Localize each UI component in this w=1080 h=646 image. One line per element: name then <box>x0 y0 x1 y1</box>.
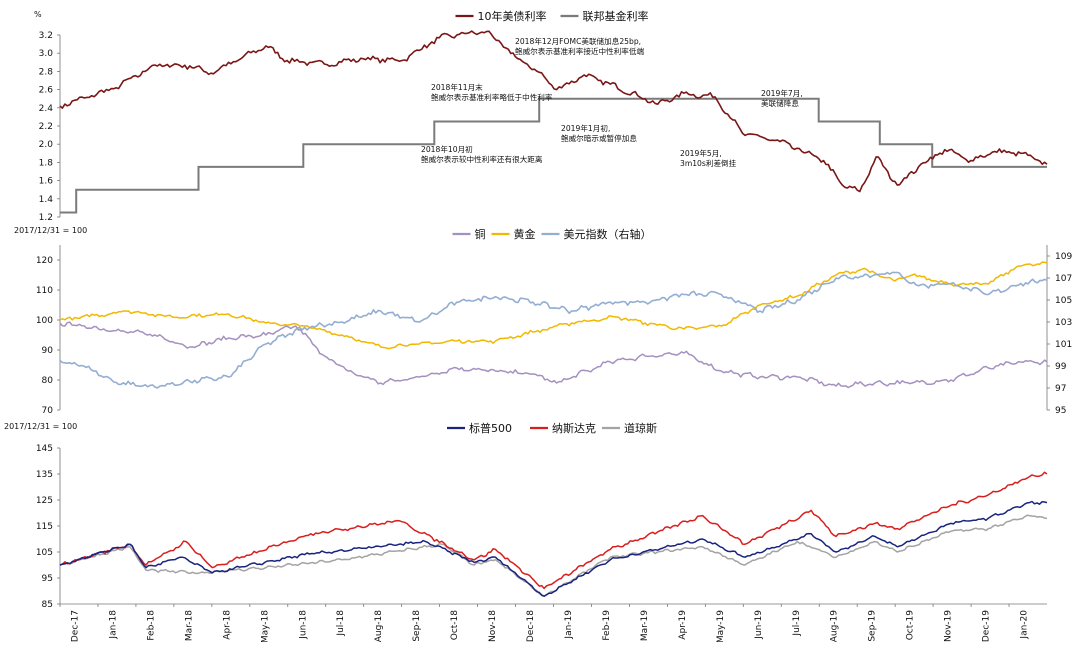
commodities-y2-tick-label: 107 <box>1055 274 1072 284</box>
x-tick-label: Jul-18 <box>336 610 346 637</box>
copper-series-line <box>59 321 1048 389</box>
rates-y-tick-label: 2.4 <box>39 104 54 114</box>
x-tick-label: Jun-19 <box>754 610 764 640</box>
commodities-y2-tick-label: 99 <box>1055 362 1067 372</box>
rates-annotation-3: 鲍威尔表示较中性利率还有很大距离 <box>421 154 543 164</box>
commodities-y2-tick-label: 103 <box>1055 318 1072 328</box>
x-tick-label: Sep-18 <box>412 610 422 642</box>
rates-y-tick-label: 2.6 <box>39 86 54 96</box>
x-tick-label: Oct-18 <box>450 610 460 641</box>
commodities-y-tick-label: 90 <box>42 346 54 356</box>
rates-annotation-6: 2019年7月, <box>761 88 803 98</box>
fedfunds-series-line <box>60 97 1047 214</box>
panel-equities: 2017/12/31 = 100 85 95 105 115 125 135 145 标普500… <box>4 421 1048 610</box>
x-tick-label: Dec-19 <box>982 610 992 642</box>
rates-y-tick-label: 3.0 <box>39 49 54 59</box>
rates-annotation-2: 2018年11月末 <box>431 82 483 92</box>
rates-unit-label: % <box>34 10 42 19</box>
rates-annotation-1: 2018年12月FOMC美联储加息25bp, <box>515 36 641 46</box>
rates-y-tick-label: 1.6 <box>39 177 54 187</box>
equities-y-tick-label: 125 <box>36 496 53 506</box>
x-tick-label: Aug-19 <box>830 610 840 642</box>
x-tick-label: Apr-18 <box>222 610 232 640</box>
x-tick-label: Mar-18 <box>184 610 194 641</box>
commodities-y-tick-label: 120 <box>36 256 53 266</box>
equities-legend-label: 道琼斯 <box>624 421 657 435</box>
equities-y-tick-label: 135 <box>36 470 53 480</box>
gold-series-line <box>59 261 1048 350</box>
commodities-y2-tick-label: 105 <box>1055 296 1072 306</box>
rates-annotation-4: 2019年1月初, <box>561 123 610 133</box>
x-tick-label: Aug-18 <box>374 610 384 642</box>
equities-y-tick-label: 115 <box>36 522 53 532</box>
rates-annotation-1: 鲍威尔表示基准利率接近中性利率低端 <box>515 46 644 56</box>
rates-annotation-6: 美联储降息 <box>761 98 799 108</box>
equities-y-tick-label: 95 <box>42 574 53 584</box>
rates-y-tick-label: 2.8 <box>39 67 54 77</box>
commodities-y-tick-label: 110 <box>36 286 53 296</box>
panel-commodities: 2017/12/31 = 100 70 80 90 100 110 120 95 97 99 101… <box>14 226 1072 416</box>
x-tick-label: May-19 <box>716 610 726 642</box>
nasdaq-series-line <box>59 471 1048 590</box>
rates-y-tick-label: 2.0 <box>39 140 54 150</box>
panel-rates: % 1.2 1.4 1.6 1.8 2.0 2.2 2.4 2.6 2.8 3.0 3.2 10年美债利… <box>34 9 1048 223</box>
commodities-y-tick-label: 100 <box>36 316 53 326</box>
commodities-y2-tick-label: 95 <box>1055 406 1066 416</box>
rates-y-tick-label: 3.2 <box>39 31 53 41</box>
dow-series-line <box>59 514 1048 597</box>
equities-unit-label: 2017/12/31 = 100 <box>4 422 77 431</box>
commodities-y-tick-label: 80 <box>42 376 54 386</box>
rates-y-tick-label: 1.4 <box>39 195 54 205</box>
x-tick-label: Oct-19 <box>906 610 916 641</box>
x-tick-label: Apr-19 <box>678 610 688 640</box>
rates-legend-label: 10年美债利率 <box>478 9 547 23</box>
commodities-y2-tick-label: 101 <box>1055 340 1072 350</box>
x-tick-label: Feb-18 <box>146 610 156 641</box>
x-tick-label: Dec-17 <box>70 610 80 642</box>
rates-y-tick-label: 1.2 <box>39 213 53 223</box>
rates-y-tick-label: 2.2 <box>39 122 53 132</box>
dxy-series-line <box>59 271 1048 389</box>
rates-annotation-4: 鲍威尔暗示或暂停加息 <box>561 133 637 143</box>
x-tick-label: Jul-19 <box>792 610 802 637</box>
equities-legend-label: 标普500 <box>469 421 512 435</box>
commodities-y-tick-label: 70 <box>42 406 54 416</box>
x-tick-label: Dec-18 <box>526 610 536 642</box>
x-tick-label: May-18 <box>260 610 270 642</box>
x-tick-label: Jan-19 <box>564 610 574 640</box>
rates-y-tick-label: 1.8 <box>39 158 54 168</box>
x-tick-label: Mar-19 <box>640 610 650 641</box>
treasury-series-line <box>59 30 1048 193</box>
equities-y-tick-label: 105 <box>36 548 53 558</box>
sp500-series-line <box>59 500 1048 597</box>
equities-y-tick-label: 85 <box>42 600 53 610</box>
rates-legend-label: 联邦基金利率 <box>583 9 649 23</box>
x-tick-label: Nov-19 <box>944 610 954 642</box>
equities-legend-label: 纳斯达克 <box>552 422 596 435</box>
x-tick-label: Jan-20 <box>1020 610 1030 640</box>
x-tick-label: Jan-18 <box>108 610 118 640</box>
rates-annotation-5: 2019年5月, <box>680 148 722 158</box>
x-axis: Dec-17 Jan-18 Feb-18 Mar-18 Apr-18 May-18 Jun-… <box>59 603 1047 643</box>
x-tick-label: Feb-19 <box>602 610 612 641</box>
commodities-unit-label: 2017/12/31 = 100 <box>14 226 87 235</box>
rates-annotation-2: 鲍威尔表示基准利率略低于中性利率 <box>431 92 553 102</box>
commodities-legend-label: 铜 <box>475 227 486 241</box>
x-tick-label: Sep-19 <box>868 610 878 642</box>
commodities-y2-tick-label: 97 <box>1055 384 1066 394</box>
commodities-y2-tick-label: 109 <box>1055 252 1072 262</box>
rates-annotation-5: 3m10s利差倒挂 <box>680 158 737 168</box>
equities-y-tick-label: 145 <box>36 444 53 454</box>
x-tick-label: Jun-18 <box>298 610 308 640</box>
x-tick-label: Nov-18 <box>488 610 498 642</box>
commodities-legend-label: 美元指数（右轴） <box>564 227 652 241</box>
commodities-legend-label: 黄金 <box>514 227 536 241</box>
rates-annotation-3: 2018年10月初 <box>421 144 473 154</box>
